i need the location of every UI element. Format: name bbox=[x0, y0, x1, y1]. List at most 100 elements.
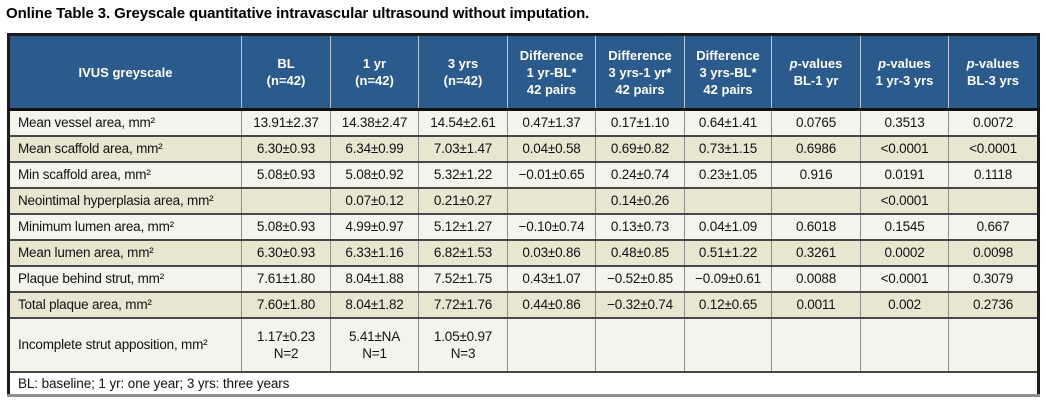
cell-value: 6.34±0.99 bbox=[330, 134, 419, 162]
table-row-incomplete-strut-apposition: Incomplete strut apposition, mm² 1.17±0.… bbox=[8, 316, 1039, 372]
cell-value: 1.05±0.97 N=3 bbox=[418, 316, 508, 372]
table-row-plaque-behind-strut: Plaque behind strut, mm² 7.61±1.80 8.04±… bbox=[8, 264, 1039, 292]
cell-value: 8.04±1.82 bbox=[330, 290, 419, 318]
row-label: Mean vessel area, mm² bbox=[8, 108, 242, 136]
cell-value: 0.14±0.26 bbox=[595, 186, 685, 214]
cell-value: 0.03±0.86 bbox=[507, 238, 596, 266]
cell-value: 0.17±1.10 bbox=[595, 108, 685, 136]
col-header-baseline: BL (n=42) bbox=[241, 34, 331, 111]
row-label: Minimum lumen area, mm² bbox=[8, 212, 242, 240]
cell-value: 0.2736 bbox=[948, 290, 1039, 318]
cell-value: −0.52±0.85 bbox=[595, 264, 685, 292]
cell-value: 0.13±0.73 bbox=[595, 212, 685, 240]
cell-value: −0.32±0.74 bbox=[595, 290, 685, 318]
col-header-diff-3yrs-bl: Difference 3 yrs-BL* 42 pairs bbox=[684, 34, 772, 111]
row-label: Neointimal hyperplasia area, mm² bbox=[8, 186, 242, 214]
cell-value bbox=[948, 186, 1039, 214]
cell-value bbox=[771, 186, 861, 214]
col-header-ivus-greyscale: IVUS greyscale bbox=[8, 34, 242, 111]
col-header-3yrs: 3 yrs (n=42) bbox=[418, 34, 508, 111]
cell-value: <0.0001 bbox=[948, 134, 1039, 162]
col-header-diff-1yr-bl: Difference 1 yr-BL* 42 pairs bbox=[507, 34, 596, 111]
cell-value bbox=[860, 316, 949, 372]
row-label: Total plaque area, mm² bbox=[8, 290, 242, 318]
cell-value: −0.01±0.65 bbox=[507, 160, 596, 188]
cell-value: 7.72±1.76 bbox=[418, 290, 508, 318]
cell-value: 0.69±0.82 bbox=[595, 134, 685, 162]
cell-value: 0.48±0.85 bbox=[595, 238, 685, 266]
cell-value: 0.667 bbox=[948, 212, 1039, 240]
cell-value: 0.0011 bbox=[771, 290, 861, 318]
table-row-mean-scaffold-area: Mean scaffold area, mm² 6.30±0.93 6.34±0… bbox=[8, 134, 1039, 162]
cell-value bbox=[507, 316, 596, 372]
cell-value bbox=[684, 316, 772, 372]
cell-value: 0.51±1.22 bbox=[684, 238, 772, 266]
cell-value: −0.10±0.74 bbox=[507, 212, 596, 240]
cell-value: 5.08±0.92 bbox=[330, 160, 419, 188]
row-label: Plaque behind strut, mm² bbox=[8, 264, 242, 292]
cell-value: 0.0191 bbox=[860, 160, 949, 188]
table-row-minimum-lumen-area: Minimum lumen area, mm² 5.08±0.93 4.99±0… bbox=[8, 212, 1039, 240]
cell-value: <0.0001 bbox=[860, 186, 949, 214]
cell-value: 14.38±2.47 bbox=[330, 108, 419, 136]
cell-value: 4.99±0.97 bbox=[330, 212, 419, 240]
cell-value: 8.04±1.88 bbox=[330, 264, 419, 292]
cell-value: 0.0765 bbox=[771, 108, 861, 136]
row-label: Incomplete strut apposition, mm² bbox=[8, 316, 242, 372]
col-header-pvalues-1yr-3yrs: p-values 1 yr-3 yrs bbox=[860, 34, 949, 111]
cell-value: 0.04±1.09 bbox=[684, 212, 772, 240]
cell-value bbox=[507, 186, 596, 214]
table-row-min-scaffold-area: Min scaffold area, mm² 5.08±0.93 5.08±0.… bbox=[8, 160, 1039, 188]
cell-value: 0.3513 bbox=[860, 108, 949, 136]
cell-value: 14.54±2.61 bbox=[418, 108, 508, 136]
cell-value bbox=[684, 186, 772, 214]
table-footnote-row: BL: baseline; 1 yr: one year; 3 yrs: thr… bbox=[8, 370, 1039, 396]
cell-value: 0.6986 bbox=[771, 134, 861, 162]
cell-value: 0.21±0.27 bbox=[418, 186, 508, 214]
cell-value: 7.61±1.80 bbox=[241, 264, 331, 292]
cell-value bbox=[241, 186, 331, 214]
cell-value: 0.0098 bbox=[948, 238, 1039, 266]
cell-value: 0.12±0.65 bbox=[684, 290, 772, 318]
cell-value: 0.1118 bbox=[948, 160, 1039, 188]
cell-value: 6.82±1.53 bbox=[418, 238, 508, 266]
cell-value: 0.73±1.15 bbox=[684, 134, 772, 162]
row-label: Mean scaffold area, mm² bbox=[8, 134, 242, 162]
table-row-neointimal-hyperplasia-area: Neointimal hyperplasia area, mm² 0.07±0.… bbox=[8, 186, 1039, 214]
ivus-greyscale-table: IVUS greyscale BL (n=42) 1 yr (n=42) 3 yrs… bbox=[7, 33, 1040, 397]
footnote-text: BL: baseline; 1 yr: one year; 3 yrs: thr… bbox=[8, 370, 1039, 396]
cell-value: <0.0001 bbox=[860, 134, 949, 162]
cell-value bbox=[948, 316, 1039, 372]
cell-value: 5.12±1.27 bbox=[418, 212, 508, 240]
col-header-pvalues-bl-3yrs: p-values BL-3 yrs bbox=[948, 34, 1039, 111]
header-row: IVUS greyscale BL (n=42) 1 yr (n=42) 3 yrs… bbox=[8, 34, 1039, 111]
cell-value: −0.09±0.61 bbox=[684, 264, 772, 292]
cell-value: 0.23±1.05 bbox=[684, 160, 772, 188]
cell-value: 5.32±1.22 bbox=[418, 160, 508, 188]
cell-value: 5.08±0.93 bbox=[241, 160, 331, 188]
cell-value: 0.1545 bbox=[860, 212, 949, 240]
row-label: Mean lumen area, mm² bbox=[8, 238, 242, 266]
cell-value bbox=[771, 316, 861, 372]
cell-value: 7.60±1.80 bbox=[241, 290, 331, 318]
cell-value: 5.08±0.93 bbox=[241, 212, 331, 240]
cell-value: 0.24±0.74 bbox=[595, 160, 685, 188]
cell-value: 0.44±0.86 bbox=[507, 290, 596, 318]
cell-value: 6.30±0.93 bbox=[241, 238, 331, 266]
cell-value: 0.47±1.37 bbox=[507, 108, 596, 136]
col-header-1yr: 1 yr (n=42) bbox=[330, 34, 419, 111]
page-title: Online Table 3. Greyscale quantitative i… bbox=[6, 5, 590, 22]
cell-value: <0.0001 bbox=[860, 264, 949, 292]
cell-value: 0.04±0.58 bbox=[507, 134, 596, 162]
cell-value: 0.3261 bbox=[771, 238, 861, 266]
cell-value: 0.64±1.41 bbox=[684, 108, 772, 136]
cell-value: 0.0002 bbox=[860, 238, 949, 266]
cell-value: 0.07±0.12 bbox=[330, 186, 419, 214]
cell-value: 1.17±0.23 N=2 bbox=[241, 316, 331, 372]
cell-value: 5.41±NA N=1 bbox=[330, 316, 419, 372]
table-row-total-plaque-area: Total plaque area, mm² 7.60±1.80 8.04±1.… bbox=[8, 290, 1039, 318]
cell-value bbox=[595, 316, 685, 372]
cell-value: 0.0088 bbox=[771, 264, 861, 292]
table-row-mean-vessel-area: Mean vessel area, mm² 13.91±2.37 14.38±2… bbox=[8, 108, 1039, 136]
cell-value: 7.52±1.75 bbox=[418, 264, 508, 292]
